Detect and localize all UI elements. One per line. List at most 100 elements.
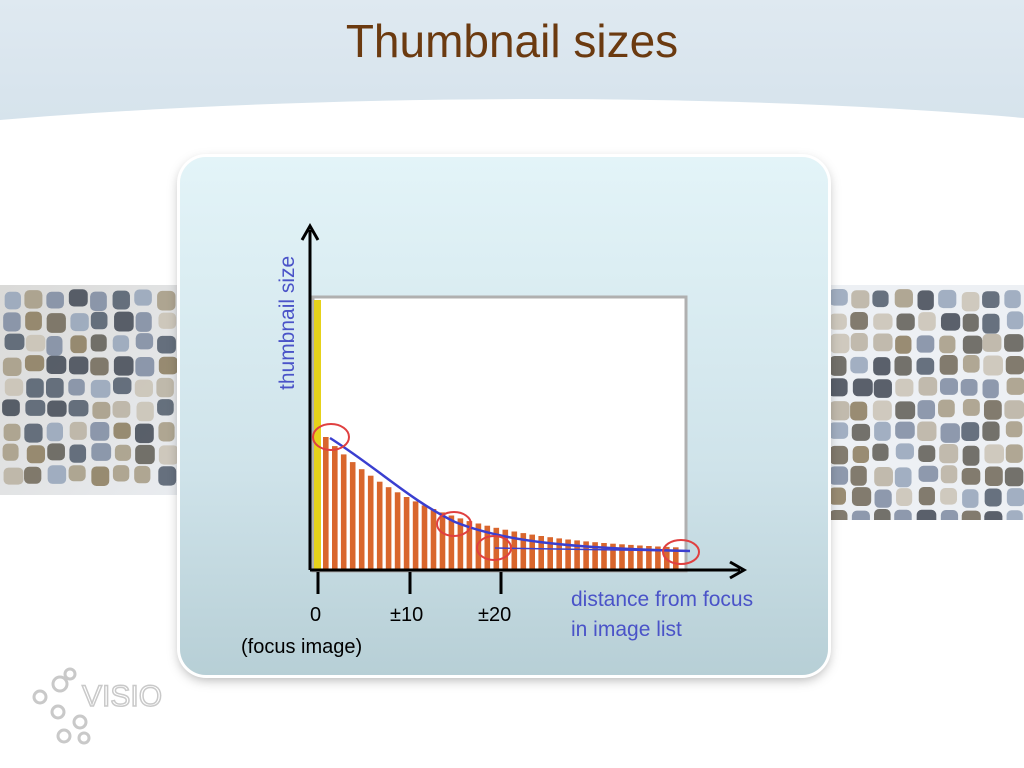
mosaic-tile — [850, 401, 868, 421]
mosaic-tile — [852, 378, 873, 397]
mosaic-tile — [135, 356, 155, 377]
mosaic-tile — [916, 357, 935, 375]
highlight-circle — [436, 511, 472, 537]
mosaic-tile — [982, 313, 1000, 334]
mosaic-tile — [873, 333, 893, 352]
tick-label-0: 0 — [310, 604, 322, 626]
size-bar — [610, 543, 616, 569]
mosaic-tile — [24, 466, 42, 484]
mosaic-tile — [960, 378, 978, 396]
mosaic-tile — [961, 291, 980, 312]
mosaic-tile — [828, 487, 846, 505]
highlight-circle — [662, 539, 700, 565]
size-bar — [421, 505, 428, 569]
mosaic-tile — [984, 466, 1003, 487]
size-bar — [502, 529, 509, 569]
mosaic-tile — [46, 377, 64, 398]
logo-text: VISIO — [82, 680, 162, 713]
mosaic-tile — [961, 510, 981, 520]
size-bar — [646, 546, 652, 569]
size-bar — [529, 534, 535, 569]
mosaic-tile — [918, 465, 939, 482]
mosaic-tile — [962, 335, 983, 354]
mosaic-tile — [68, 465, 86, 482]
mosaic-tile — [962, 355, 980, 373]
y-axis-arrow — [300, 222, 320, 241]
left-photo-mosaic — [0, 285, 185, 495]
tail-line — [494, 547, 681, 552]
mosaic-tile — [46, 422, 64, 442]
size-bar — [484, 525, 491, 569]
mosaic-tile — [1005, 355, 1024, 375]
mosaic-tile — [135, 312, 152, 332]
mosaic-tile — [939, 335, 956, 354]
mosaic-tile — [1006, 311, 1024, 330]
mosaic-tile — [895, 378, 914, 397]
mosaic-tile — [2, 399, 20, 417]
mosaic-tile — [68, 378, 85, 396]
mosaic-tile — [158, 422, 175, 442]
size-bar — [511, 531, 518, 569]
size-bar — [323, 437, 329, 569]
size-bar — [592, 542, 598, 569]
size-curve — [329, 436, 691, 553]
size-bar — [475, 523, 482, 569]
mosaic-tile — [158, 312, 177, 329]
mosaic-tile — [828, 422, 849, 439]
size-bar — [430, 509, 437, 569]
focus-bar — [314, 300, 321, 570]
mosaic-tile — [940, 488, 958, 505]
mosaic-tile — [157, 335, 176, 354]
size-bar — [403, 497, 410, 569]
size-bar — [448, 515, 455, 569]
mosaic-tile — [917, 290, 934, 311]
mosaic-tile — [917, 400, 936, 420]
mosaic-tile — [962, 445, 980, 466]
size-bar — [556, 538, 562, 569]
mosaic-tile — [1004, 290, 1021, 309]
mosaic-tile — [940, 423, 960, 443]
mosaic-tile — [2, 443, 19, 461]
size-bar — [332, 446, 338, 569]
mosaic-tile — [851, 290, 870, 309]
highlight-circle — [312, 423, 350, 451]
mosaic-tile — [4, 378, 24, 396]
mosaic-tile — [829, 510, 848, 520]
mosaic-tile — [24, 290, 43, 309]
highlight-circle — [476, 535, 512, 561]
size-bar — [673, 547, 679, 569]
mosaic-tile — [830, 333, 850, 354]
right-photo-mosaic — [826, 285, 1024, 520]
mosaic-tile — [46, 291, 64, 309]
mosaic-tile — [895, 335, 912, 354]
mosaic-tile — [829, 466, 849, 485]
size-bar — [394, 492, 401, 569]
mosaic-tile — [90, 291, 107, 311]
mosaic-tile — [69, 444, 87, 463]
mosaic-tile — [850, 333, 868, 352]
mosaic-tile — [68, 356, 89, 375]
mosaic-tile — [68, 400, 89, 417]
x-axis-arrow — [729, 560, 748, 580]
mosaic-tile — [3, 312, 21, 332]
mosaic-tile — [939, 378, 958, 395]
x-axis-label-line2: in image list — [571, 618, 682, 641]
mosaic-tile — [984, 444, 1005, 464]
mosaic-tile — [135, 444, 155, 465]
mosaic-tile — [829, 445, 849, 465]
mosaic-tile — [25, 311, 42, 331]
mosaic-tile — [983, 355, 1003, 376]
mosaic-tile — [939, 443, 959, 464]
mosaic-tile — [850, 465, 867, 486]
size-bar — [358, 469, 365, 569]
mosaic-tile — [918, 377, 938, 396]
mosaic-tile — [114, 311, 134, 332]
mosaic-tile — [1006, 377, 1024, 395]
size-bar — [412, 501, 419, 569]
mosaic-tile — [918, 312, 936, 331]
mosaic-tile — [157, 399, 174, 416]
size-bar — [439, 512, 446, 569]
mosaic-tile — [47, 443, 65, 461]
mosaic-tile — [112, 465, 130, 482]
slide-title: Thumbnail sizes — [345, 15, 679, 67]
